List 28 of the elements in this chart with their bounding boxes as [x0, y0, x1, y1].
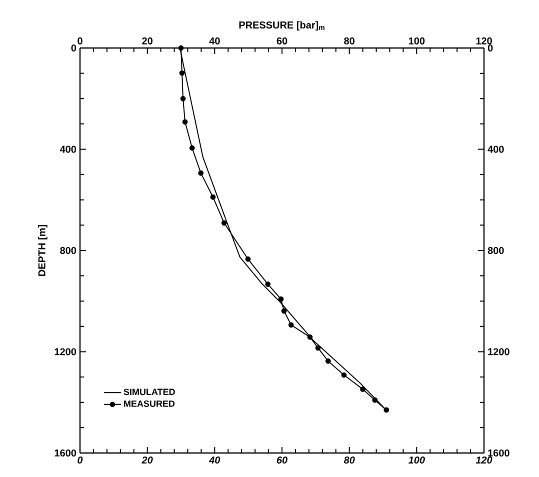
- x-tick-label: 0: [78, 456, 83, 464]
- x-tick-label: 100: [408, 456, 425, 464]
- x-tick-label: 40: [208, 456, 220, 464]
- y-tick-label: 1600: [54, 449, 76, 457]
- legend-label: MEASURED: [124, 400, 175, 407]
- x-tick-label: 80: [344, 456, 355, 464]
- legend-label: SIMULATED: [124, 388, 175, 396]
- y-tick-label: 1200: [54, 348, 76, 356]
- x-tick-label: 60: [276, 456, 288, 464]
- x2-tick-label: 0: [78, 37, 82, 44]
- x-axis-title: PRESSURE [bar]$_{m}$: [239, 21, 324, 31]
- y2-tick-label: 1200: [488, 348, 510, 356]
- x-tick-label: 120: [476, 456, 492, 464]
- y2-tick-label: 1600: [488, 449, 510, 457]
- y2-tick-label: 800: [488, 246, 504, 254]
- y2-tick-label: 400: [488, 146, 504, 153]
- x-tick-label: 20: [142, 456, 153, 464]
- x2-tick-label: 80: [344, 37, 354, 44]
- y-tick-label: 400: [60, 146, 76, 153]
- x2-tick-label: 120: [476, 37, 492, 44]
- x2-tick-label: 100: [408, 37, 425, 44]
- y2-tick-label: 0: [488, 44, 493, 52]
- y-tick-label: 800: [60, 246, 76, 254]
- x2-tick-label: 40: [209, 37, 220, 44]
- x2-tick-label: 60: [276, 37, 288, 44]
- y-axis-title: DEPTH [m]: [38, 224, 48, 276]
- y-tick-label: 0: [71, 44, 76, 52]
- x2-tick-label: 20: [142, 37, 152, 44]
